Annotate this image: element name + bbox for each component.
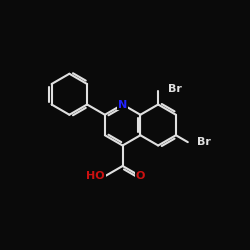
Text: HO: HO (86, 171, 105, 181)
Text: O: O (136, 171, 145, 181)
Text: Br: Br (197, 137, 211, 147)
Text: Br: Br (168, 84, 181, 94)
Text: N: N (118, 100, 127, 110)
